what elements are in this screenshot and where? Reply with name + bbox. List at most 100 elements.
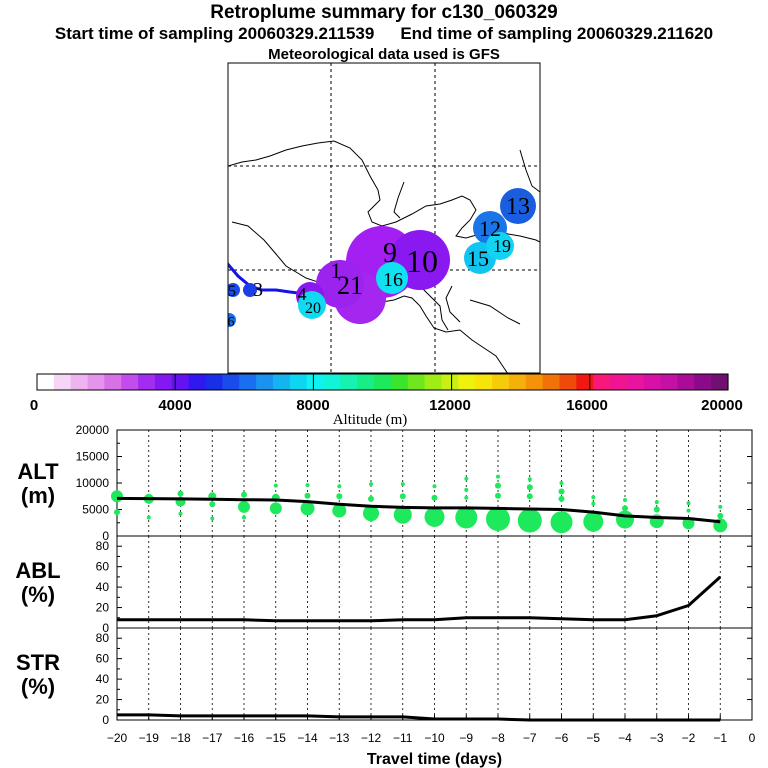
series-line bbox=[117, 713, 721, 722]
y-tick-label: 0 bbox=[102, 529, 109, 543]
altitude-point bbox=[591, 501, 596, 506]
map-label-4: 4 bbox=[298, 284, 307, 304]
map-label-6: 6 bbox=[228, 315, 235, 330]
end-time-label: End time of sampling 20060329.211620 bbox=[400, 24, 714, 43]
panel-label: ABL bbox=[15, 558, 60, 583]
altitude-point bbox=[623, 498, 627, 502]
plume-blob bbox=[316, 260, 364, 308]
x-tick-label: −8 bbox=[491, 731, 505, 745]
altitude-point bbox=[686, 508, 691, 513]
x-tick-label: −6 bbox=[555, 731, 569, 745]
colorbar-cell bbox=[256, 374, 274, 390]
colorbar-cell bbox=[188, 374, 207, 390]
altitude-point bbox=[558, 495, 565, 502]
x-tick-label: −3 bbox=[650, 731, 664, 745]
x-tick-label: −4 bbox=[618, 731, 632, 745]
y-tick-label: 80 bbox=[96, 539, 110, 553]
plume-blob bbox=[228, 313, 236, 327]
colorbar-cell bbox=[53, 374, 72, 390]
colorbar-cell bbox=[458, 374, 476, 390]
colorbar-tick: 20000 bbox=[701, 397, 743, 414]
colorbar-cell bbox=[593, 374, 611, 390]
colorbar-cell bbox=[677, 374, 695, 390]
series-line bbox=[117, 575, 722, 623]
x-tick-label: −1 bbox=[713, 731, 727, 745]
map-label-12: 12 bbox=[479, 216, 501, 241]
altitude-point bbox=[517, 508, 542, 533]
panel-label: STR bbox=[16, 650, 60, 675]
colorbar-cell bbox=[626, 374, 645, 390]
altitude-point bbox=[210, 516, 215, 521]
colorbar-cell bbox=[374, 374, 392, 390]
plume-blob bbox=[376, 262, 408, 294]
colorbar-cell bbox=[711, 374, 729, 390]
map-label-1: 1 bbox=[331, 258, 342, 283]
colorbar-tick: 4000 bbox=[158, 397, 191, 414]
map-label-5: 5 bbox=[228, 283, 236, 300]
colorbar-cell bbox=[525, 374, 544, 390]
colorbar-tick: 16000 bbox=[566, 397, 608, 414]
altitude-point bbox=[111, 490, 123, 503]
altitude-point bbox=[369, 482, 373, 487]
colorbar-cell bbox=[239, 374, 257, 390]
altitude-point bbox=[717, 512, 724, 519]
altitude-point bbox=[616, 510, 634, 529]
altitude-point bbox=[558, 488, 565, 495]
colorbar-cell bbox=[542, 374, 561, 390]
altitude-point bbox=[363, 505, 379, 522]
colorbar-cell bbox=[390, 374, 409, 390]
altitude-point bbox=[114, 509, 120, 516]
altitude-point bbox=[527, 477, 532, 482]
altitude-point bbox=[431, 494, 438, 501]
altitude-point bbox=[591, 495, 596, 500]
altitude-point bbox=[305, 483, 310, 488]
altitude-point bbox=[718, 504, 723, 509]
sampling-times: Start time of sampling 20060329.211539 En… bbox=[0, 24, 768, 44]
plume-blob bbox=[298, 291, 326, 319]
altitude-point bbox=[242, 515, 246, 520]
map-label-15: 15 bbox=[467, 246, 489, 271]
altitude-point bbox=[399, 493, 406, 500]
altitude-point bbox=[496, 474, 500, 479]
colorbar-cell bbox=[171, 374, 190, 390]
colorbar-cell bbox=[643, 374, 662, 390]
colorbar-cell bbox=[37, 374, 55, 390]
altitude-point bbox=[332, 503, 347, 518]
altitude-point bbox=[464, 487, 469, 492]
plume-blob bbox=[228, 283, 240, 297]
colorbar-cell bbox=[205, 374, 223, 390]
colorbar-cell bbox=[492, 374, 510, 390]
x-tick-label: −11 bbox=[393, 731, 413, 745]
altitude-point bbox=[269, 502, 282, 515]
time-series-panels: 05000100001500020000ALT(m)020406080ABL(%… bbox=[15, 423, 755, 768]
colorbar-cell bbox=[70, 374, 89, 390]
altitude-point bbox=[464, 476, 469, 481]
series-line bbox=[116, 496, 721, 524]
map-label-20: 20 bbox=[305, 300, 321, 317]
colorbar-cell bbox=[475, 374, 493, 390]
map-label-3: 3 bbox=[253, 279, 263, 301]
altitude-point bbox=[583, 511, 604, 532]
colorbar-cell bbox=[424, 374, 443, 390]
panel-unit: (%) bbox=[21, 582, 55, 607]
altitude-point bbox=[337, 484, 342, 489]
altitude-point bbox=[400, 482, 405, 487]
x-tick-label: 0 bbox=[749, 731, 756, 745]
colorbar-tick: 12000 bbox=[429, 397, 471, 414]
colorbar-cell bbox=[306, 374, 325, 390]
panel-unit: (%) bbox=[21, 674, 55, 699]
map-label-16: 16 bbox=[383, 269, 403, 291]
altitude-point bbox=[178, 511, 183, 516]
x-tick-label: −20 bbox=[107, 731, 128, 745]
y-tick-label: 60 bbox=[96, 560, 110, 574]
colorbar-title: Altitude (m) bbox=[333, 412, 408, 428]
altitude-point bbox=[654, 500, 659, 505]
x-axis-title: Travel time (days) bbox=[367, 751, 502, 768]
y-tick-label: 20000 bbox=[76, 423, 110, 437]
altitude-point bbox=[653, 506, 660, 513]
start-time-label: Start time of sampling 20060329.211539 bbox=[54, 24, 375, 43]
colorbar-cell bbox=[508, 374, 527, 390]
colorbar-cell bbox=[272, 374, 291, 390]
altitude-point bbox=[432, 484, 437, 489]
chart-title: Retroplume summary for c130_060329 bbox=[210, 2, 558, 23]
